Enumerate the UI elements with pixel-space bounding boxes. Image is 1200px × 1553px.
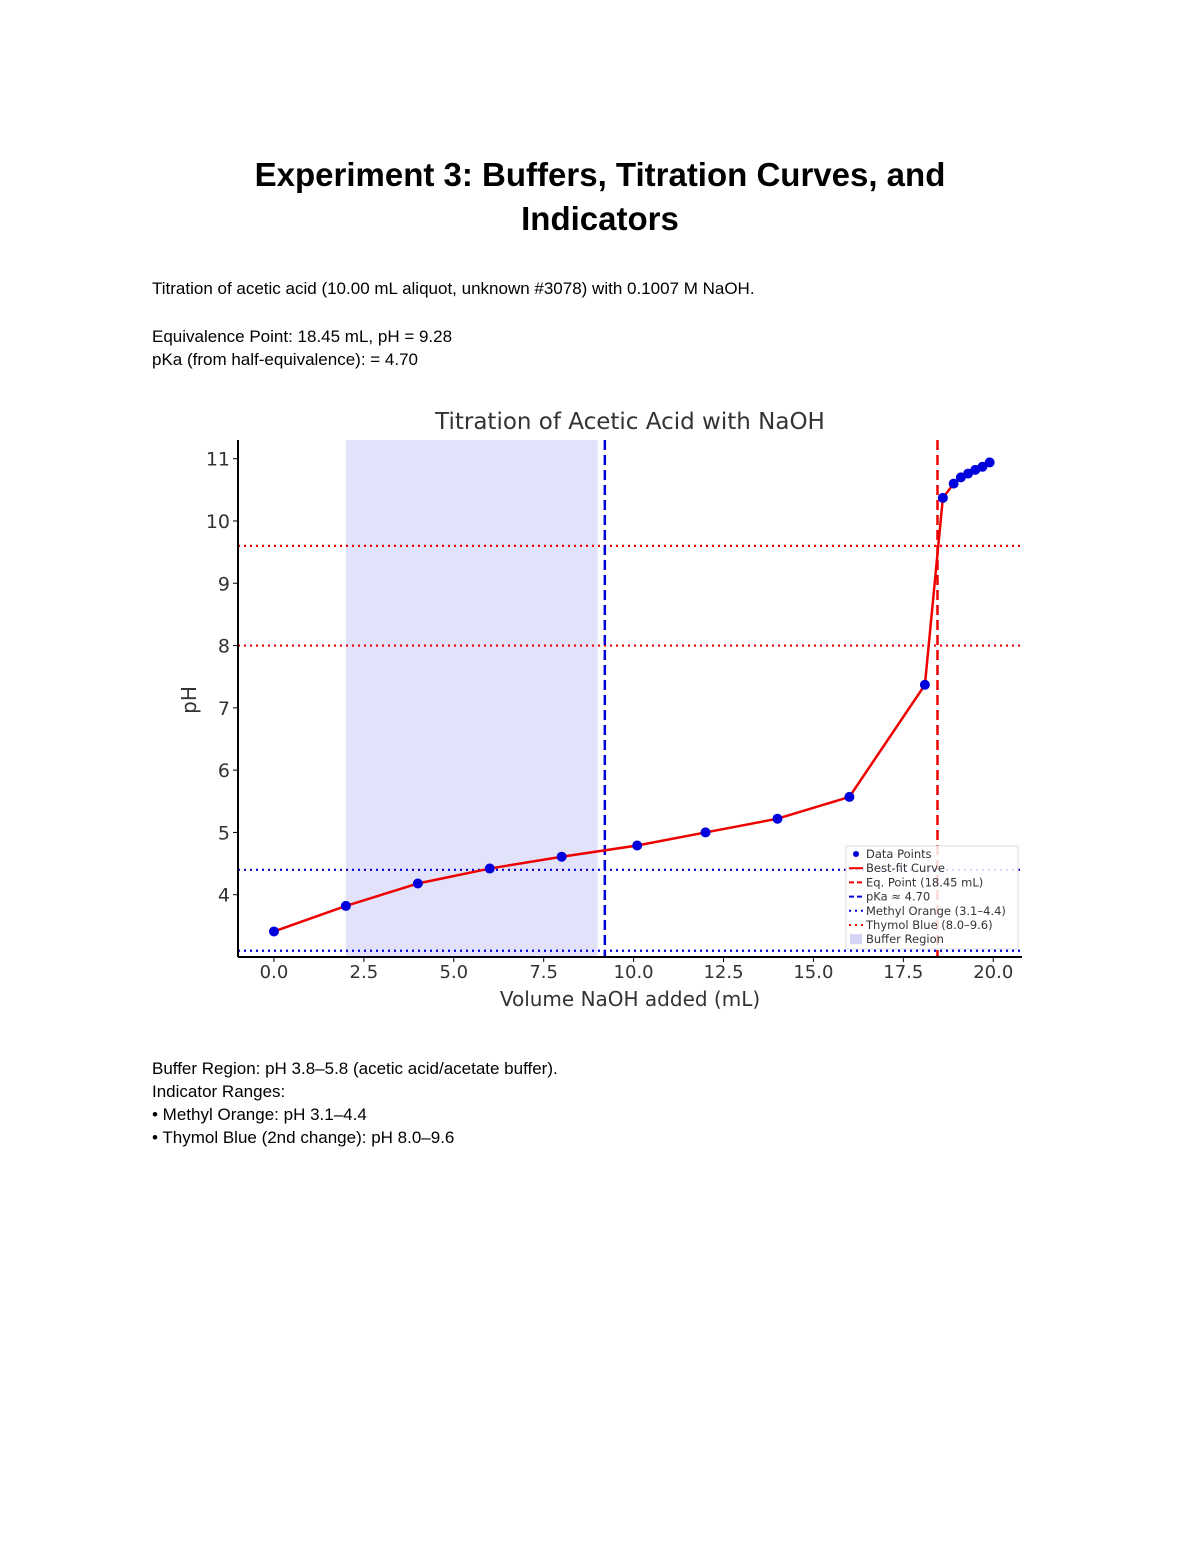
- y-tick-label: 5: [218, 822, 230, 844]
- y-tick-label: 7: [218, 698, 230, 720]
- x-tick-label: 0.0: [260, 962, 289, 983]
- x-tick-label: 17.5: [883, 962, 923, 983]
- y-tick-label: 8: [218, 636, 230, 658]
- legend-label: Best-fit Curve: [866, 861, 945, 875]
- y-axis-label: pH: [177, 686, 201, 714]
- data-point: [268, 926, 279, 937]
- data-point: [919, 679, 930, 690]
- pka-text: pKa (from half-equivalence): = 4.70: [152, 350, 419, 369]
- data-point: [937, 492, 948, 503]
- buffer-region-text: Buffer Region: pH 3.8–5.8 (acetic acid/a…: [152, 1059, 558, 1078]
- chart-title: Titration of Acetic Acid with NaOH: [434, 409, 825, 435]
- data-point: [700, 827, 711, 838]
- data-point: [484, 863, 495, 874]
- buffer-region-band: [345, 440, 598, 957]
- legend-label: Methyl Orange (3.1–4.4): [866, 904, 1006, 918]
- y-tick-label: 10: [206, 511, 230, 533]
- indicator-heading: Indicator Ranges:: [152, 1082, 286, 1101]
- data-point: [556, 851, 567, 862]
- data-point: [340, 900, 351, 911]
- legend-box: [845, 845, 1019, 950]
- x-tick-label: 2.5: [350, 962, 379, 983]
- data-point: [632, 840, 643, 851]
- indicator-methyl-orange: • Methyl Orange: pH 3.1–4.4: [152, 1105, 367, 1124]
- doc-title-line2: Indicators: [521, 200, 679, 237]
- legend-label: Data Points: [866, 847, 932, 861]
- intro-text: Titration of acetic acid (10.00 mL aliqu…: [152, 279, 755, 298]
- x-tick-label: 7.5: [529, 962, 558, 983]
- data-point: [772, 813, 783, 824]
- y-tick-label: 4: [218, 885, 230, 907]
- legend-marker: [853, 851, 859, 857]
- y-tick-label: 6: [218, 760, 230, 782]
- equivalence-text: Equivalence Point: 18.45 mL, pH = 9.28: [152, 327, 453, 346]
- data-point: [844, 791, 855, 802]
- y-tick-label: 9: [218, 573, 230, 595]
- data-point: [977, 461, 988, 472]
- x-tick-label: 12.5: [703, 962, 743, 983]
- data-point: [948, 478, 959, 489]
- legend-label: Thymol Blue (8.0–9.6): [865, 918, 993, 932]
- legend-label: Buffer Region: [866, 932, 944, 946]
- y-tick-label: 11: [206, 449, 230, 471]
- x-tick-label: 5.0: [439, 962, 468, 983]
- doc-title-line1: Experiment 3: Buffers, Titration Curves,…: [254, 156, 946, 193]
- x-axis-label: Volume NaOH added (mL): [500, 987, 760, 1011]
- x-tick-label: 10.0: [614, 962, 654, 983]
- legend-label: Eq. Point (18.45 mL): [866, 875, 983, 889]
- indicator-thymol-blue: • Thymol Blue (2nd change): pH 8.0–9.6: [152, 1128, 455, 1147]
- legend-label: pKa ≈ 4.70: [866, 890, 930, 904]
- x-tick-label: 15.0: [793, 962, 833, 983]
- x-tick-label: 20.0: [973, 962, 1013, 983]
- data-point: [412, 878, 423, 889]
- legend-marker: [850, 934, 862, 945]
- data-point: [984, 457, 995, 468]
